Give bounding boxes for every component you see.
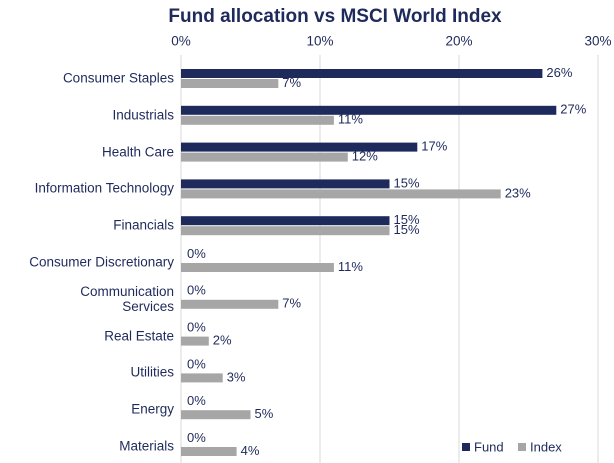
- bar: [181, 79, 279, 88]
- bar: [181, 299, 279, 309]
- data-label: 7%: [282, 296, 301, 311]
- bar: [181, 179, 390, 189]
- data-label: 0%: [187, 283, 206, 298]
- data-label: 23%: [505, 185, 531, 200]
- category-label: Utilities: [130, 364, 174, 380]
- data-label: 3%: [227, 369, 246, 384]
- data-label: 2%: [213, 333, 232, 348]
- data-label: 15%: [394, 222, 420, 237]
- data-label: 27%: [560, 102, 586, 117]
- data-label: 0%: [187, 320, 206, 335]
- data-label: 4%: [241, 443, 260, 458]
- data-label: 12%: [352, 149, 378, 164]
- data-label: 0%: [187, 356, 206, 371]
- category-label: Industrials: [112, 107, 174, 123]
- data-label: 7%: [282, 75, 301, 90]
- category-label: Consumer Staples: [62, 70, 174, 86]
- data-label: 26%: [546, 65, 572, 80]
- data-label: 11%: [338, 112, 363, 127]
- bar: [181, 263, 334, 272]
- bar: [181, 152, 348, 162]
- x-tick-label: 0%: [171, 34, 191, 49]
- x-tick-label: 30%: [584, 34, 611, 49]
- data-label: 0%: [187, 393, 206, 408]
- category-label: Energy: [131, 401, 174, 417]
- bar: [181, 69, 543, 78]
- legend-label: Fund: [474, 439, 504, 454]
- data-label: 0%: [187, 246, 206, 261]
- data-label: 15%: [394, 175, 420, 190]
- legend-label: Index: [530, 439, 562, 454]
- data-label: 11%: [338, 259, 363, 274]
- bar: [181, 447, 237, 456]
- bar: [181, 142, 418, 152]
- legend-swatch: [462, 443, 470, 451]
- bar: [181, 410, 251, 420]
- category-label: Information Technology: [34, 180, 174, 196]
- bar: [181, 115, 334, 125]
- category-label: Communication Services: [80, 283, 174, 314]
- category-label: Consumer Discretionary: [29, 254, 174, 270]
- data-label: 15%: [394, 212, 420, 227]
- data-label: 0%: [187, 430, 206, 445]
- bar: [181, 336, 209, 346]
- bar: [181, 216, 390, 226]
- category-label: Health Care: [101, 144, 174, 160]
- data-label: 17%: [421, 139, 447, 154]
- x-tick-label: 20%: [445, 34, 472, 49]
- chart-title: Fund allocation vs MSCI World Index: [168, 6, 502, 27]
- category-label: Real Estate: [104, 328, 174, 344]
- x-tick-label: 10%: [306, 34, 333, 49]
- bar: [181, 189, 501, 199]
- data-label: 5%: [255, 406, 274, 421]
- category-label: Financials: [113, 217, 174, 233]
- bar: [181, 373, 223, 383]
- bar: [181, 226, 390, 236]
- bar: [181, 105, 557, 115]
- legend-swatch: [518, 443, 526, 451]
- category-label: Materials: [119, 438, 174, 454]
